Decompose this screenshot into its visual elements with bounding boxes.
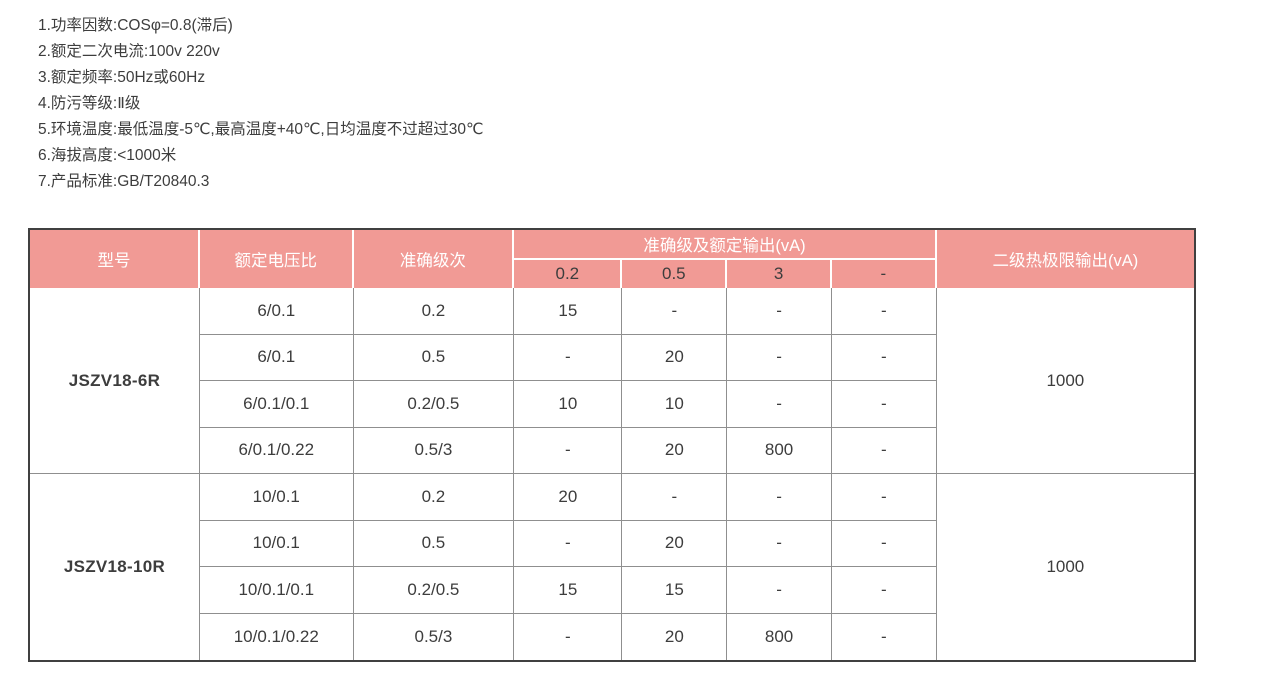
output-cell: - [831,381,937,428]
voltage-ratio-cell: 10/0.1 [199,520,354,567]
output-cell: - [831,334,937,381]
accuracy-class-cell: 0.5/3 [353,427,515,474]
spec-note-3: 3.额定频率:50Hz或60Hz [38,69,206,86]
voltage-ratio-cell: 10/0.1 [199,474,354,521]
accuracy-class-cell: 0.5 [353,334,515,381]
subcol-header-dash: - [831,260,937,288]
table-row: 6/0.1 0.5 - 20 - - [30,334,1194,381]
output-cell: 10 [622,381,728,428]
voltage-ratio-cell: 10/0.1/0.22 [199,613,354,660]
output-cell: 15 [622,567,728,614]
spec-note-4: 4.防污等级:Ⅱ级 [38,95,141,112]
spec-note-7: 7.产品标准:GB/T20840.3 [38,173,210,190]
table-row: 10/0.1 0.5 - 20 - - [30,520,1194,567]
table-row: 6/0.1/0.22 0.5/3 - 20 800 - [30,427,1194,474]
output-cell: 800 [727,427,832,474]
col-header-thermal-limit: 二级热极限输出(vA) [936,230,1194,288]
subcol-header-3: 3 [727,260,832,288]
accuracy-class-cell: 0.5/3 [353,613,515,660]
voltage-ratio-cell: 6/0.1/0.1 [199,381,354,428]
output-cell: - [727,334,832,381]
output-cell: - [622,474,728,521]
output-cell: - [831,567,937,614]
table-row: 10/0.1/0.1 0.2/0.5 15 15 - - [30,567,1194,614]
model-name: JSZV18-6R [30,288,200,474]
spec-note-1: 1.功率因数:COSφ=0.8(滞后) [38,17,233,34]
spec-notes: 1.功率因数:COSφ=0.8(滞后) 2.额定二次电流:100v 220v 3… [38,13,483,195]
output-cell: - [831,613,937,660]
col-header-model: 型号 [30,230,200,288]
output-cell: - [622,288,728,335]
output-cell: 15 [514,567,623,614]
output-cell: 20 [622,520,728,567]
output-cell: - [514,520,623,567]
accuracy-class-cell: 0.5 [353,520,515,567]
table-body: JSZV18-6R 6/0.1 0.2 15 - - - 1000 6/0.1 … [30,288,1194,660]
table-header: 型号 额定电压比 准确级次 准确级及额定输出(vA) 二级热极限输出(vA) 0… [30,230,1194,288]
spec-note-2: 2.额定二次电流:100v 220v [38,43,220,60]
output-cell: 800 [727,613,832,660]
table-row: 10/0.1/0.22 0.5/3 - 20 800 - [30,613,1194,660]
accuracy-class-cell: 0.2/0.5 [353,567,515,614]
voltage-ratio-cell: 6/0.1/0.22 [199,427,354,474]
accuracy-class-cell: 0.2 [353,474,515,521]
output-cell: 20 [622,427,728,474]
table-row: JSZV18-10R 10/0.1 0.2 20 - - - 1000 [30,474,1194,660]
col-header-accuracy-class: 准确级次 [353,230,515,288]
voltage-ratio-cell: 6/0.1 [199,288,354,335]
table-row: JSZV18-6R 6/0.1 0.2 15 - - - 1000 [30,288,1194,474]
subcol-header-0-5: 0.5 [622,260,728,288]
spec-note-6: 6.海拔高度:<1000米 [38,147,177,164]
col-header-voltage-ratio: 额定电压比 [199,230,354,288]
output-cell: - [727,474,832,521]
output-cell: - [831,427,937,474]
voltage-ratio-cell: 10/0.1/0.1 [199,567,354,614]
output-cell: - [514,334,623,381]
output-cell: - [514,613,623,660]
output-cell: 20 [514,474,623,521]
output-cell: 15 [514,288,623,335]
output-cell: 20 [622,613,728,660]
thermal-limit-value: 1000 [936,474,1194,660]
accuracy-class-cell: 0.2 [353,288,515,335]
spec-table: 型号 额定电压比 准确级次 准确级及额定输出(vA) 二级热极限输出(vA) 0… [28,228,1196,662]
table-row: 6/0.1/0.1 0.2/0.5 10 10 - - [30,381,1194,428]
output-cell: - [727,567,832,614]
col-header-accuracy-output-group: 准确级及额定输出(vA) [514,230,937,260]
output-cell: 10 [514,381,623,428]
accuracy-class-cell: 0.2/0.5 [353,381,515,428]
output-cell: - [831,474,937,521]
output-cell: - [727,381,832,428]
output-cell: - [831,520,937,567]
output-cell: - [727,520,832,567]
output-cell: - [831,288,937,335]
subcol-header-0-2: 0.2 [514,260,623,288]
model-name: JSZV18-10R [30,474,200,660]
spec-note-5: 5.环境温度:最低温度-5℃,最高温度+40℃,日均温度不过超过30℃ [38,121,484,138]
voltage-ratio-cell: 6/0.1 [199,334,354,381]
thermal-limit-value: 1000 [936,288,1194,474]
output-cell: - [514,427,623,474]
output-cell: 20 [622,334,728,381]
output-cell: - [727,288,832,335]
